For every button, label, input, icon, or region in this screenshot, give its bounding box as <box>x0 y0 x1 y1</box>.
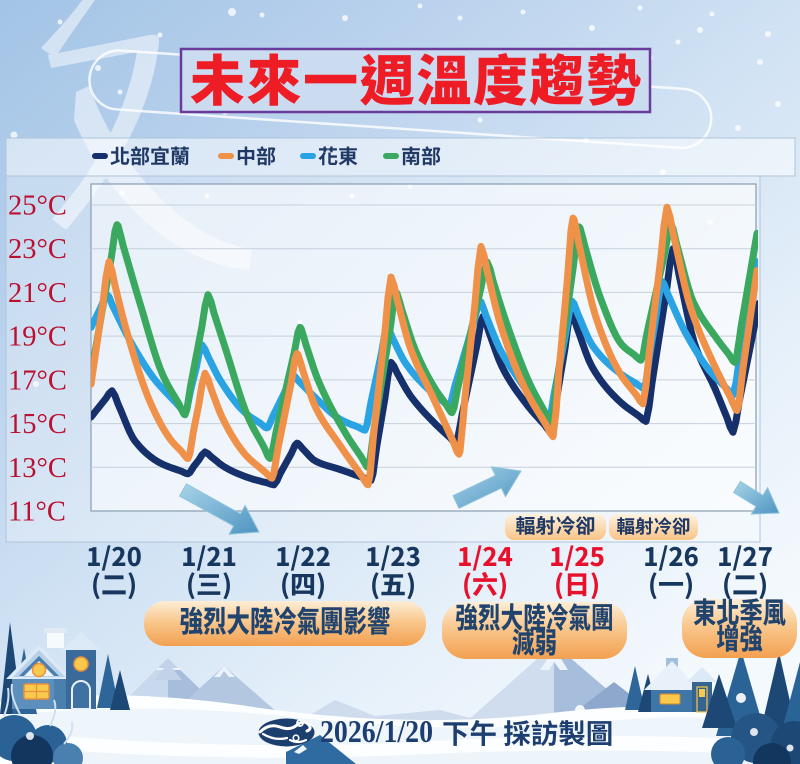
svg-text:23°C: 23°C <box>8 234 67 265</box>
svg-text:17°C: 17°C <box>8 365 67 396</box>
svg-text:2026/1/20: 2026/1/20 <box>320 713 433 749</box>
svg-text:11°C: 11°C <box>8 497 66 528</box>
svg-text:25°C: 25°C <box>8 191 67 222</box>
svg-text:15°C: 15°C <box>8 409 67 440</box>
svg-text:19°C: 19°C <box>8 322 67 353</box>
svg-text:21°C: 21°C <box>8 278 67 309</box>
svg-text:13°C: 13°C <box>8 453 67 484</box>
